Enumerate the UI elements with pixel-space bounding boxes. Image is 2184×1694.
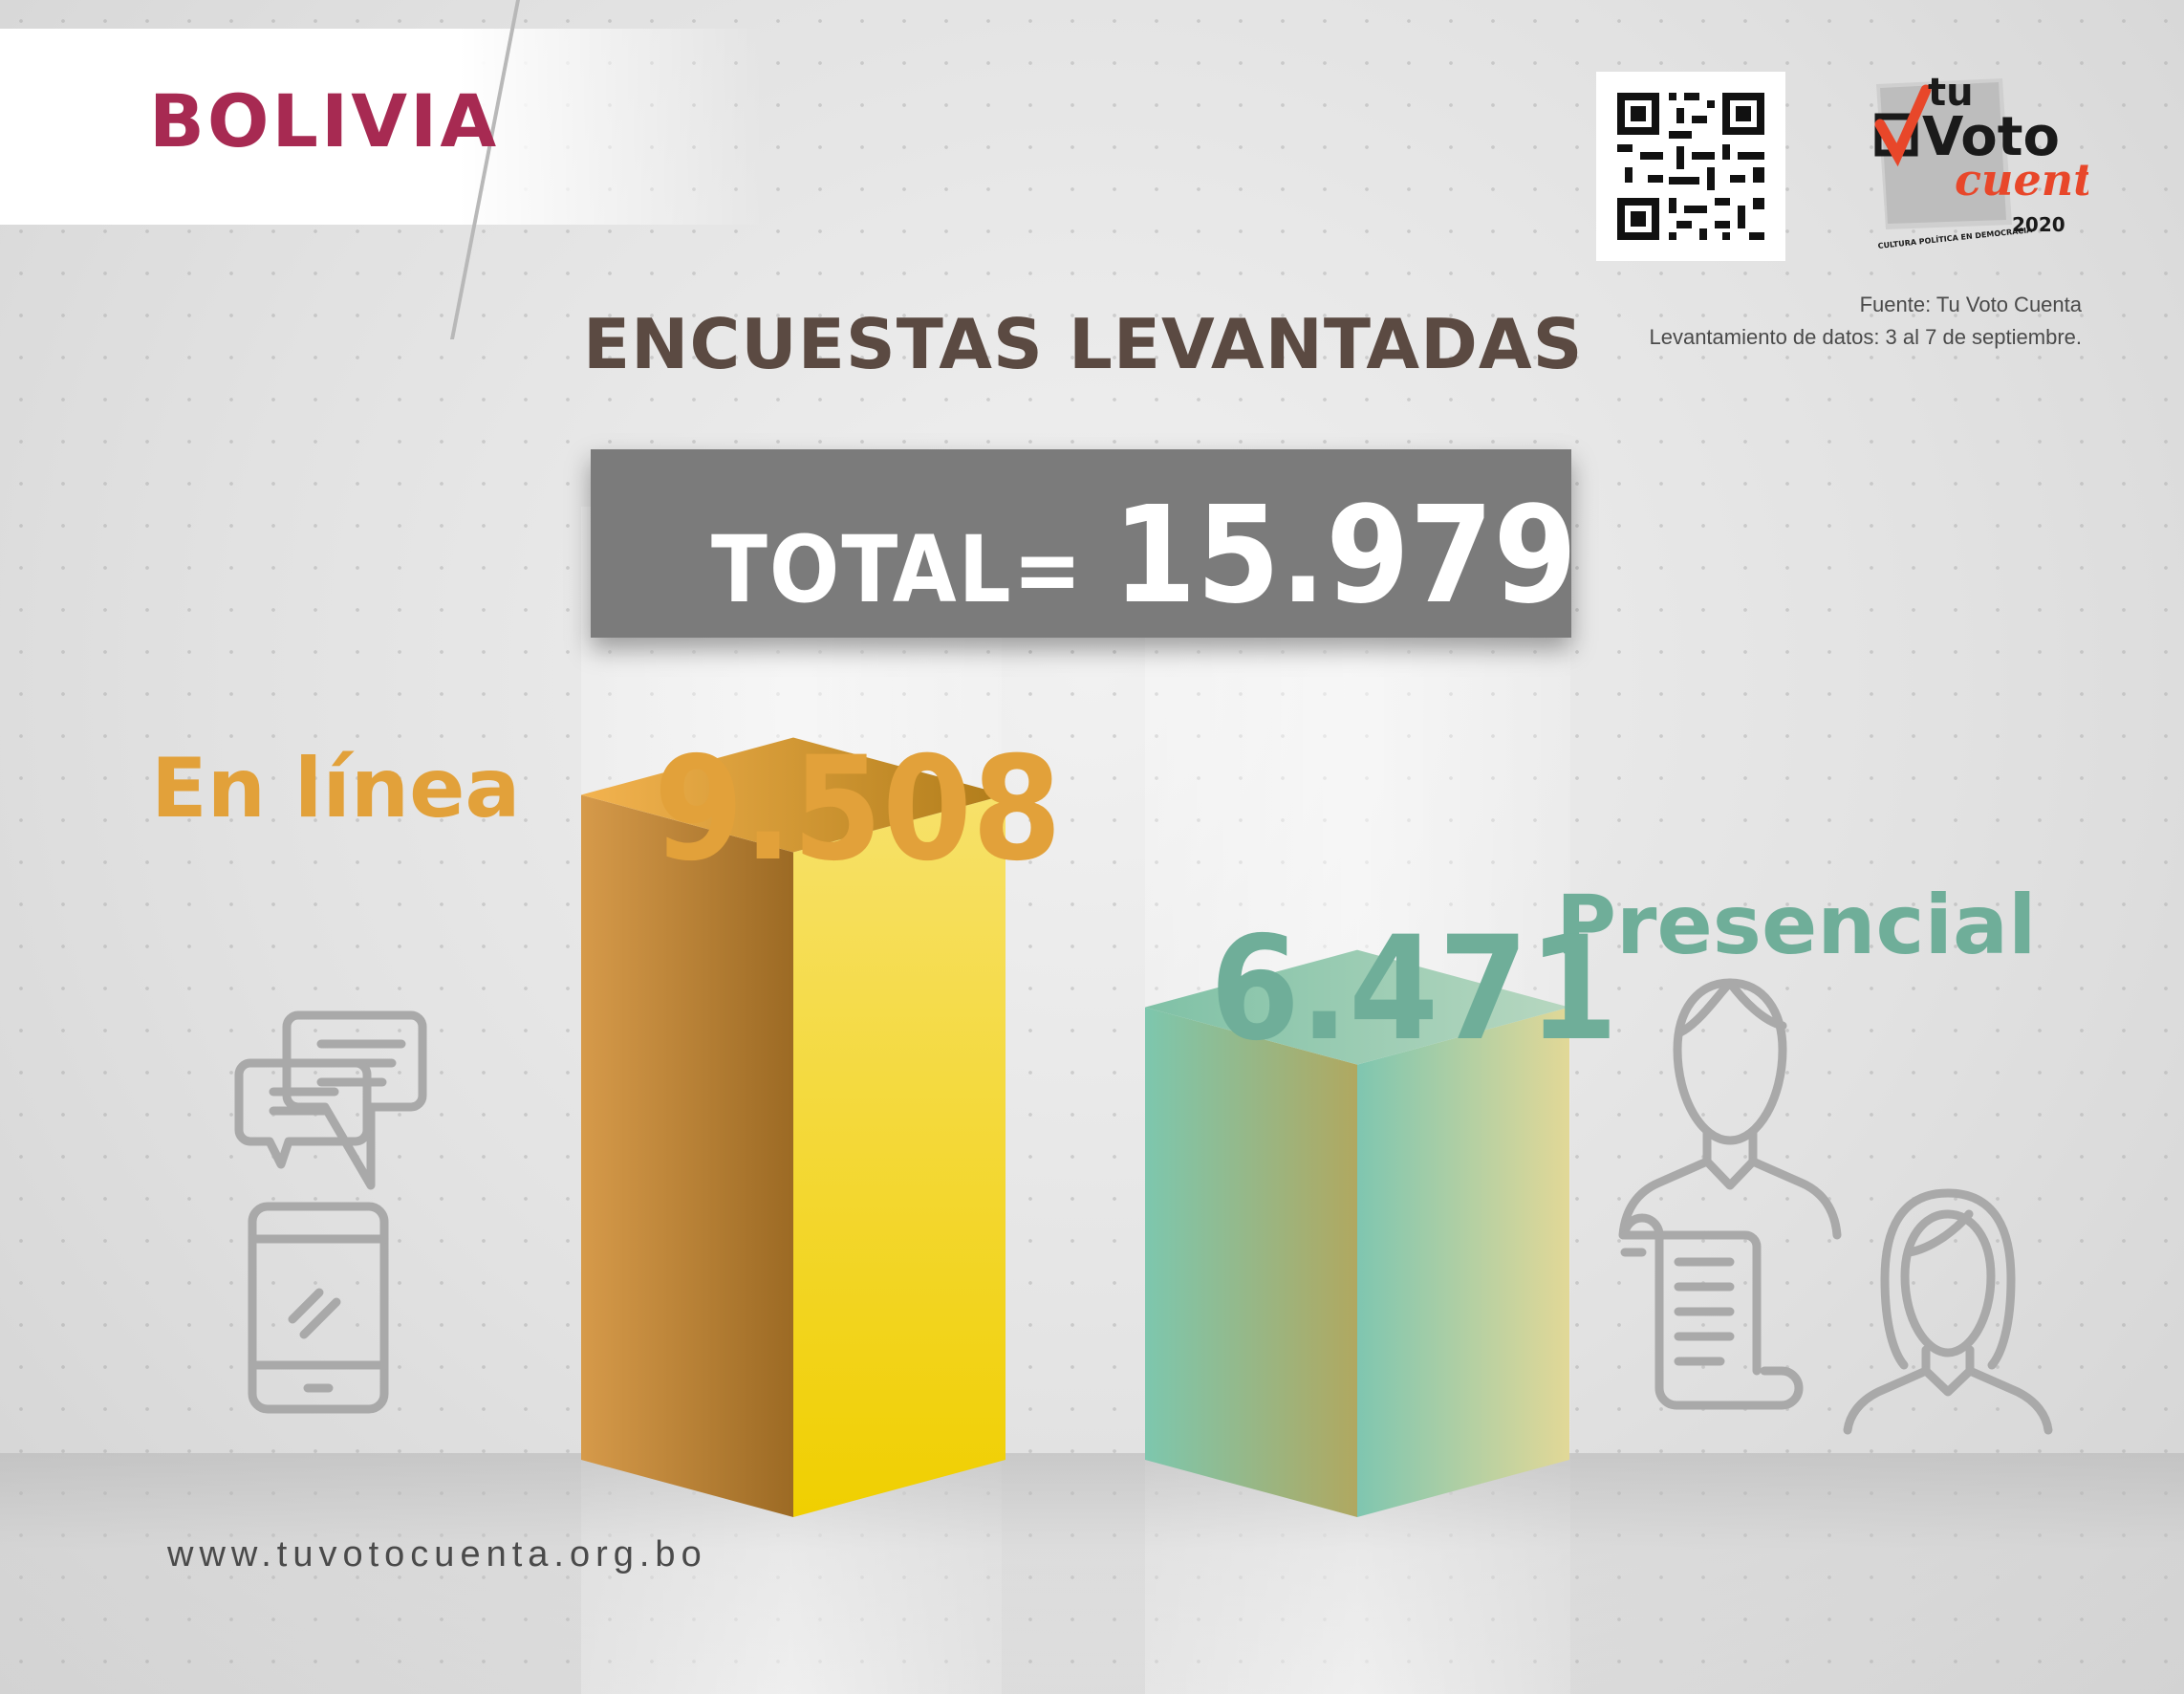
total-value: 15.979 <box>1113 478 1578 634</box>
bar-side-0 <box>581 794 793 1517</box>
document-scroll-icon <box>1620 1213 1804 1410</box>
bar-front-1 <box>1357 1007 1569 1517</box>
source-line: Fuente: Tu Voto Cuenta <box>1859 293 2082 316</box>
category-label-1: Presencial <box>1556 878 2037 973</box>
bar-front-0 <box>793 794 1006 1517</box>
country-title: BOLIVIA <box>149 78 500 163</box>
svg-text:Voto: Voto <box>1922 106 2060 168</box>
source-note: Fuente: Tu Voto Cuenta Levantamiento de … <box>1649 289 2082 354</box>
value-label-1: 6.471 <box>1210 906 1618 1073</box>
svg-text:tu: tu <box>1928 71 1974 115</box>
smartphone-icon <box>248 1202 389 1414</box>
country-banner <box>0 29 765 225</box>
chat-bubbles-icon <box>234 1010 427 1190</box>
chart-title: ENCUESTAS LEVANTADAS <box>583 304 1584 384</box>
total-box <box>591 449 1571 638</box>
bar-top-0 <box>581 737 1006 853</box>
category-label-0: En línea <box>151 741 521 836</box>
qr-code-icon <box>1596 72 1785 261</box>
bar-top-1 <box>1145 949 1569 1065</box>
date-range-line: Levantamiento de datos: 3 al 7 de septie… <box>1649 325 2082 349</box>
total-readout: TOTAL= 15.979 <box>711 478 1577 634</box>
svg-text:2020: 2020 <box>2012 213 2065 236</box>
floor-reflection <box>0 1453 2184 1694</box>
man-icon <box>1618 978 1842 1240</box>
value-label-0: 9.508 <box>654 727 1062 893</box>
website-url: www.tuvotocuenta.org.bo <box>167 1534 707 1575</box>
woman-icon <box>1843 1188 2053 1435</box>
total-label: TOTAL= <box>711 516 1085 623</box>
bar-side-1 <box>1145 1007 1357 1517</box>
